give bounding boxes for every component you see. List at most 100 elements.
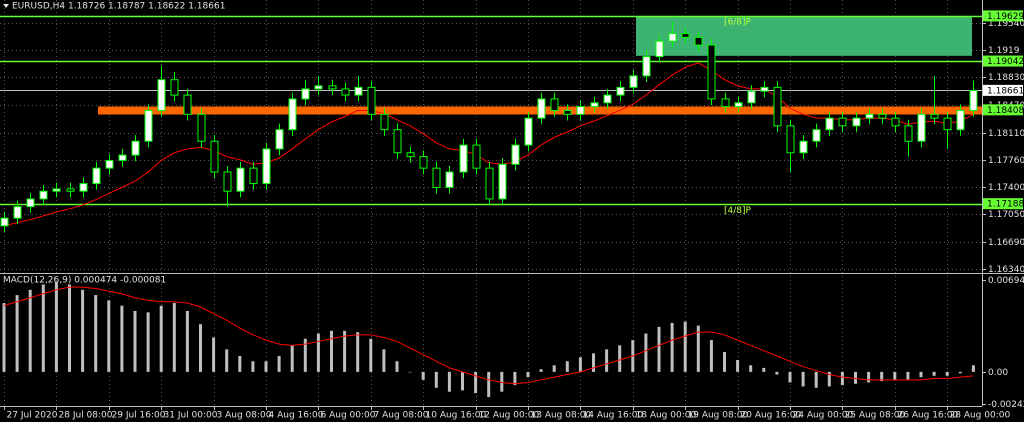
candle-body	[590, 102, 599, 108]
macd-bar	[775, 371, 779, 375]
candle-body	[79, 183, 88, 192]
macd-bar	[461, 371, 464, 391]
macd-bar	[408, 371, 412, 373]
candle-body	[144, 109, 153, 142]
y2-tick-label: -0.002427	[988, 400, 1024, 410]
x-tick-label: 14 Aug 16:00	[583, 411, 644, 421]
candle-body	[511, 144, 520, 165]
macd-bar	[854, 371, 857, 384]
x-tick-label: 12 Aug 00:00	[479, 411, 540, 421]
level-price-box	[983, 10, 1023, 22]
macd-bar	[474, 371, 478, 394]
x-tick-label: 31 Jul 00:00	[164, 411, 218, 421]
level-price-box	[983, 84, 1023, 96]
candle-body	[865, 113, 874, 119]
candle-body	[288, 98, 297, 131]
candle-body	[721, 98, 730, 108]
candle-body	[799, 140, 808, 154]
macd-bar	[762, 367, 766, 372]
macd-bar	[814, 371, 818, 388]
candle-body	[170, 79, 179, 96]
macd-bar	[932, 371, 936, 376]
level-label: [4/8]P	[724, 206, 752, 216]
macd-bar	[28, 289, 32, 372]
macd-bar	[172, 303, 176, 372]
macd-bar	[696, 325, 700, 372]
macd-bar	[94, 295, 98, 372]
candle-body	[445, 171, 454, 188]
x-tick-label: 18 Aug 00:00	[636, 411, 697, 421]
macd-bar	[723, 352, 726, 372]
y-tick-label: 1.18830	[988, 73, 1024, 83]
candle-body	[406, 152, 415, 158]
candle-body	[707, 44, 716, 100]
candle-body	[26, 198, 35, 208]
candle-body	[956, 109, 965, 131]
macd-bar	[840, 371, 844, 386]
candle-body	[825, 117, 834, 131]
macd-bar	[605, 349, 609, 372]
candle-body	[301, 88, 310, 100]
y-tick-label: 1.16340	[988, 265, 1024, 275]
candle-body	[747, 90, 756, 104]
macd-bar	[526, 371, 530, 378]
x-tick-label: 27 Jul 2020	[7, 411, 58, 421]
level-price-box	[983, 104, 1023, 116]
macd-signal	[3, 286, 974, 385]
macd-bar	[971, 365, 975, 372]
macd-bar	[945, 371, 949, 376]
candle-body	[157, 79, 166, 111]
candle-body	[537, 98, 546, 119]
indicator-label: MACD(12,26,9) 0.000474 -0.000081	[3, 276, 166, 286]
candle-body	[485, 167, 494, 200]
level-price-box	[983, 55, 1023, 67]
macd-bar	[487, 371, 491, 398]
y-tick-label: 1.17400	[988, 183, 1024, 193]
level-price-label: 1.17188	[987, 200, 1024, 210]
macd-bar	[657, 326, 661, 372]
x-tick-label: 24 Aug 00:00	[793, 411, 854, 421]
macd-bar	[146, 312, 150, 372]
candle-body	[459, 144, 468, 173]
x-tick-label: 10 Aug 16:00	[426, 411, 487, 421]
candle-body	[576, 106, 585, 115]
candle-body	[341, 88, 350, 96]
candle-body	[380, 113, 389, 131]
candle-body	[39, 190, 48, 200]
candle-body	[904, 125, 913, 142]
macd-bar	[68, 284, 71, 372]
y-tick-label: 1.1919	[988, 46, 1020, 56]
candle-body	[642, 56, 651, 77]
candle-body	[432, 167, 441, 188]
candle-body	[524, 117, 533, 146]
y-tick-label: 1.17760	[988, 156, 1024, 166]
candle-body	[668, 33, 677, 42]
level-price-box	[983, 198, 1023, 210]
candle-body	[655, 40, 664, 58]
macd-bar	[827, 371, 831, 387]
macd-bar	[683, 321, 687, 372]
macd-bar	[565, 361, 569, 372]
level-price-label: 1.18408	[987, 106, 1024, 116]
x-tick-label: 13 Aug 08:00	[531, 411, 592, 421]
macd-bar	[749, 365, 753, 372]
zone-label: [6/8]P	[724, 17, 752, 27]
candle-body	[13, 206, 22, 219]
candle-body	[131, 140, 140, 156]
candle-body	[760, 86, 769, 92]
macd-bar	[434, 371, 438, 388]
macd-bar	[238, 355, 242, 372]
level-price-label: 1.19629	[987, 12, 1024, 22]
candle-body	[917, 113, 926, 142]
macd-bar	[801, 371, 805, 387]
level-price-label: 1.19042	[987, 57, 1024, 67]
macd-bar	[447, 371, 451, 392]
x-tick-label: 3 Aug 08:00	[217, 411, 272, 421]
macd-bar	[709, 340, 713, 372]
candle-body	[118, 154, 127, 161]
y-tick-label: 1.17050	[988, 210, 1024, 220]
macd-bar	[513, 371, 517, 386]
candle-body	[812, 129, 821, 142]
x-tick-label: 7 Aug 08:00	[374, 411, 429, 421]
